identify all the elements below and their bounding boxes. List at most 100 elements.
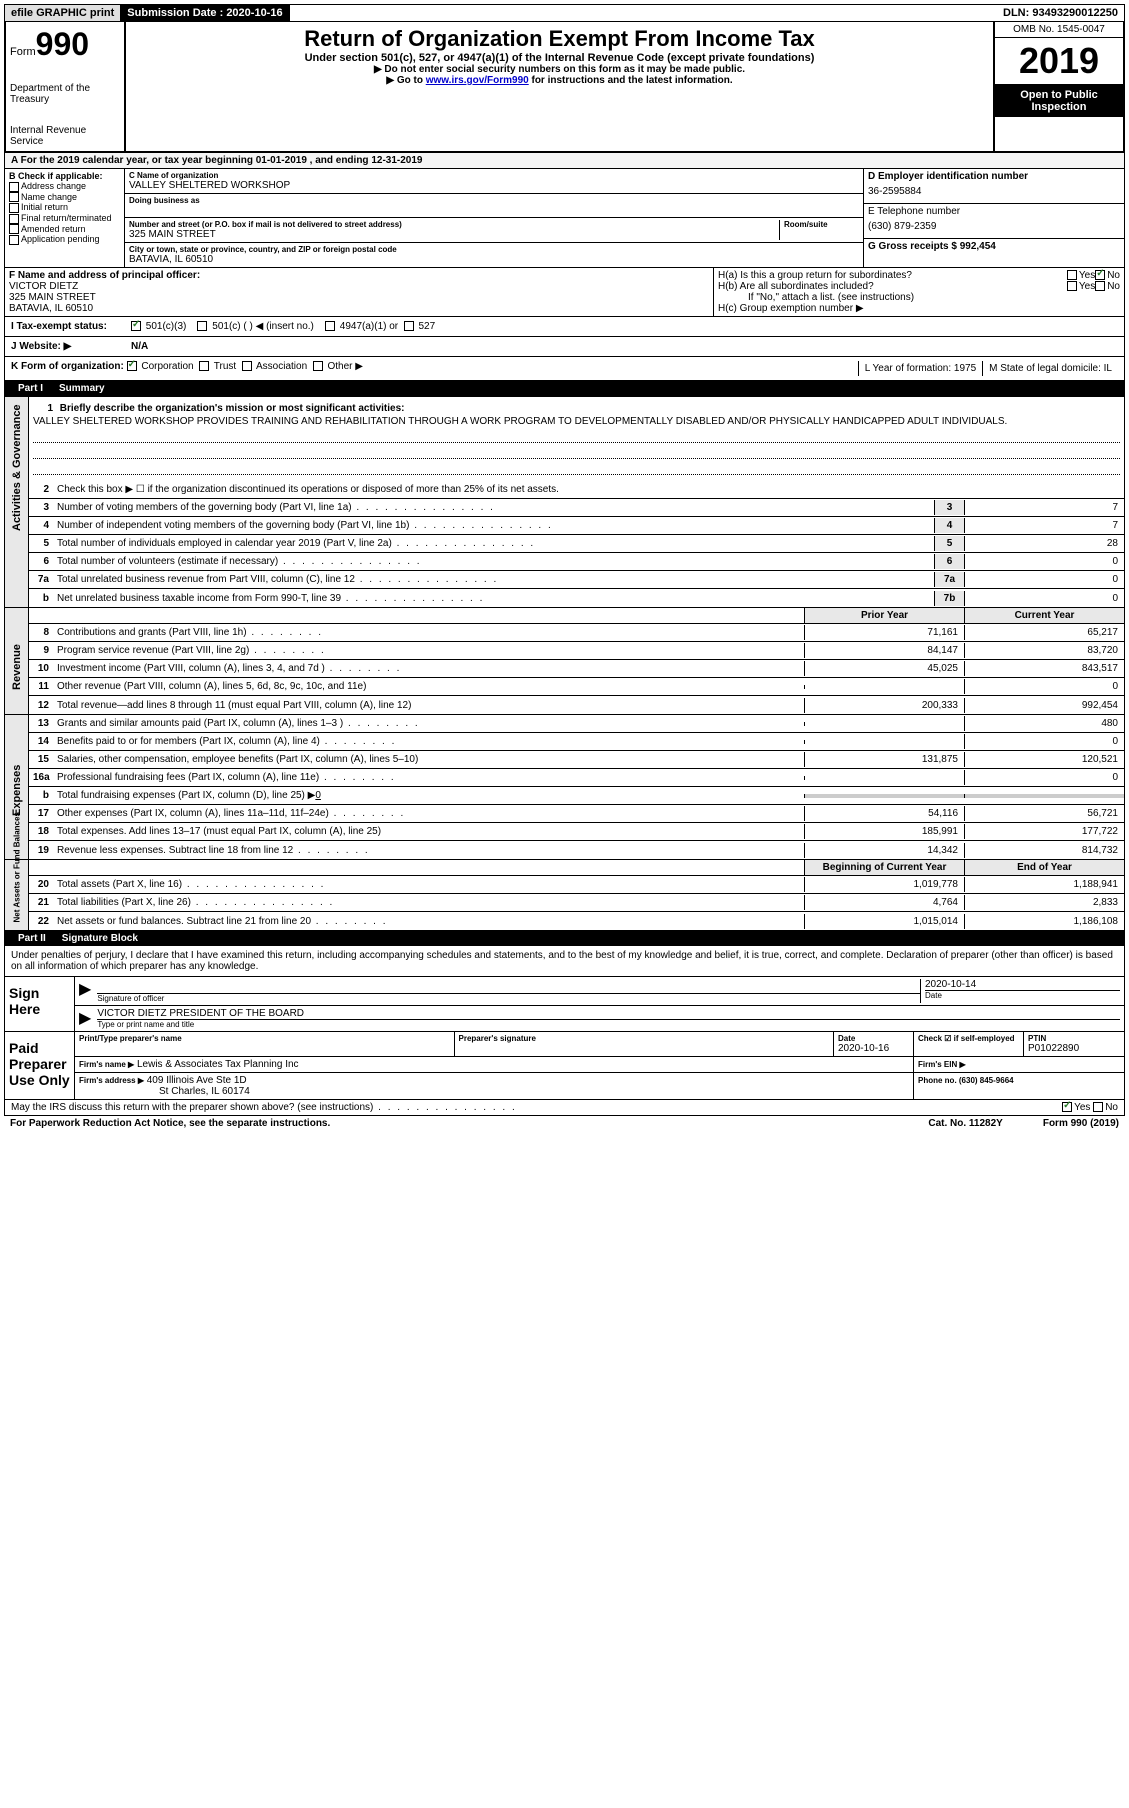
ha-no-checkbox[interactable] bbox=[1095, 270, 1105, 280]
line20-prior: 1,019,778 bbox=[804, 877, 964, 892]
irs-link[interactable]: www.irs.gov/Form990 bbox=[426, 75, 529, 86]
sig-date-label: Date bbox=[925, 990, 1120, 1000]
amended-checkbox[interactable] bbox=[9, 224, 19, 234]
ein-value: 36-2595884 bbox=[868, 182, 1120, 201]
hb-yes-checkbox[interactable] bbox=[1067, 281, 1077, 291]
officer-name-title: VICTOR DIETZ PRESIDENT OF THE BOARD bbox=[97, 1008, 1120, 1019]
line11-curr: 0 bbox=[964, 679, 1124, 694]
form-word: Form bbox=[10, 46, 36, 58]
part2-num: Part II bbox=[10, 933, 54, 944]
hb-no-checkbox[interactable] bbox=[1095, 281, 1105, 291]
501c3-label: 501(c)(3) bbox=[146, 321, 187, 332]
line19-prior: 14,342 bbox=[804, 843, 964, 858]
line16a-curr: 0 bbox=[964, 770, 1124, 785]
city-label: City or town, state or province, country… bbox=[129, 245, 859, 254]
trust-checkbox[interactable] bbox=[199, 361, 209, 371]
line10: Investment income (Part VIII, column (A)… bbox=[53, 661, 804, 676]
form-number: 990 bbox=[36, 26, 89, 62]
line17-curr: 56,721 bbox=[964, 806, 1124, 821]
line8: Contributions and grants (Part VIII, lin… bbox=[53, 625, 804, 640]
begin-year-header: Beginning of Current Year bbox=[804, 860, 964, 875]
line21-curr: 2,833 bbox=[964, 895, 1124, 910]
ptin-label: PTIN bbox=[1028, 1034, 1120, 1043]
4947-checkbox[interactable] bbox=[325, 321, 335, 331]
exp-side-label: Expenses bbox=[11, 770, 23, 816]
prep-date-val: 2020-10-16 bbox=[838, 1043, 909, 1054]
form-header: Form990 Department of the Treasury Inter… bbox=[4, 22, 1125, 153]
current-year-header: Current Year bbox=[964, 608, 1124, 623]
line7a-val: 0 bbox=[964, 572, 1124, 587]
527-label: 527 bbox=[418, 321, 435, 332]
501c3-checkbox[interactable] bbox=[131, 321, 141, 331]
ha-yes-checkbox[interactable] bbox=[1067, 270, 1077, 280]
tax-year: 2019 bbox=[995, 38, 1123, 85]
omb-number: OMB No. 1545-0047 bbox=[995, 22, 1123, 38]
app-pending-checkbox[interactable] bbox=[9, 235, 19, 245]
officer-row: F Name and address of principal officer:… bbox=[4, 268, 1125, 317]
assoc-label: Association bbox=[256, 361, 307, 372]
line8-prior: 71,161 bbox=[804, 625, 964, 640]
instr-pre: ▶ Go to bbox=[386, 75, 425, 86]
officer-city: BATAVIA, IL 60510 bbox=[9, 303, 709, 314]
expenses-section: Expenses 13Grants and similar amounts pa… bbox=[4, 715, 1125, 860]
self-emp-label: Check ☑ if self-employed bbox=[918, 1034, 1019, 1043]
gross-receipts: G Gross receipts $ 992,454 bbox=[868, 241, 1120, 252]
line22-curr: 1,186,108 bbox=[964, 914, 1124, 929]
website-label: J Website: ▶ bbox=[11, 341, 131, 352]
address-change-checkbox[interactable] bbox=[9, 182, 19, 192]
line16b: Total fundraising expenses (Part IX, col… bbox=[53, 788, 804, 803]
street-address: 325 MAIN STREET bbox=[129, 229, 779, 240]
prep-date-label: Date bbox=[838, 1034, 909, 1043]
501c-checkbox[interactable] bbox=[197, 321, 207, 331]
other-label: Other ▶ bbox=[327, 361, 362, 372]
line11: Other revenue (Part VIII, column (A), li… bbox=[53, 679, 804, 694]
line1-label: Briefly describe the organization's miss… bbox=[60, 403, 405, 414]
line20: Total assets (Part X, line 16) bbox=[53, 877, 804, 892]
instruction-ssn: ▶ Do not enter social security numbers o… bbox=[130, 64, 989, 75]
line9: Program service revenue (Part VIII, line… bbox=[53, 643, 804, 658]
discuss-label: May the IRS discuss this return with the… bbox=[11, 1102, 517, 1113]
line7a: Total unrelated business revenue from Pa… bbox=[53, 572, 934, 587]
assoc-checkbox[interactable] bbox=[242, 361, 252, 371]
box-b-label: B Check if applicable: bbox=[9, 171, 120, 181]
state-domicile: M State of legal domicile: IL bbox=[982, 361, 1118, 376]
final-return-label: Final return/terminated bbox=[21, 213, 112, 223]
prep-sig-label: Preparer's signature bbox=[459, 1034, 830, 1043]
org-name: VALLEY SHELTERED WORKSHOP bbox=[129, 180, 859, 191]
other-checkbox[interactable] bbox=[313, 361, 323, 371]
line16b-curr bbox=[964, 794, 1124, 798]
initial-return-checkbox[interactable] bbox=[9, 203, 19, 213]
line22-prior: 1,015,014 bbox=[804, 914, 964, 929]
name-change-checkbox[interactable] bbox=[9, 192, 19, 202]
line3: Number of voting members of the governin… bbox=[53, 500, 934, 515]
discuss-yes-checkbox[interactable] bbox=[1062, 1102, 1072, 1112]
line19: Revenue less expenses. Subtract line 18 … bbox=[53, 843, 804, 858]
trust-label: Trust bbox=[214, 361, 236, 372]
line8-curr: 65,217 bbox=[964, 625, 1124, 640]
netassets-section: Net Assets or Fund Balances Beginning of… bbox=[4, 860, 1125, 931]
line11-prior bbox=[804, 685, 964, 689]
discuss-no-checkbox[interactable] bbox=[1093, 1102, 1103, 1112]
org-name-label: C Name of organization bbox=[129, 171, 859, 180]
website-row: J Website: ▶ N/A bbox=[4, 337, 1125, 357]
527-checkbox[interactable] bbox=[404, 321, 414, 331]
end-year-header: End of Year bbox=[964, 860, 1124, 875]
instr-post: for instructions and the latest informat… bbox=[529, 75, 733, 86]
phone-label: E Telephone number bbox=[868, 206, 1120, 217]
dept-treasury: Department of the Treasury bbox=[10, 83, 120, 105]
final-return-checkbox[interactable] bbox=[9, 214, 19, 224]
hb-label: H(b) Are all subordinates included? bbox=[718, 281, 1067, 292]
dept-irs: Internal Revenue Service bbox=[10, 125, 120, 147]
line9-curr: 83,720 bbox=[964, 643, 1124, 658]
perjury-declaration: Under penalties of perjury, I declare th… bbox=[5, 946, 1124, 977]
corp-checkbox[interactable] bbox=[127, 361, 137, 371]
top-bar: efile GRAPHIC print Submission Date : 20… bbox=[4, 4, 1125, 22]
line16b-prior bbox=[804, 794, 964, 798]
street-label: Number and street (or P.O. box if mail i… bbox=[129, 220, 779, 229]
form-title: Return of Organization Exempt From Incom… bbox=[130, 26, 989, 52]
efile-button[interactable]: efile GRAPHIC print bbox=[5, 5, 121, 21]
discuss-yes-label: Yes bbox=[1074, 1102, 1090, 1113]
pra-notice: For Paperwork Reduction Act Notice, see … bbox=[10, 1118, 330, 1129]
amended-label: Amended return bbox=[21, 224, 86, 234]
firm-name-label: Firm's name ▶ bbox=[79, 1060, 134, 1069]
